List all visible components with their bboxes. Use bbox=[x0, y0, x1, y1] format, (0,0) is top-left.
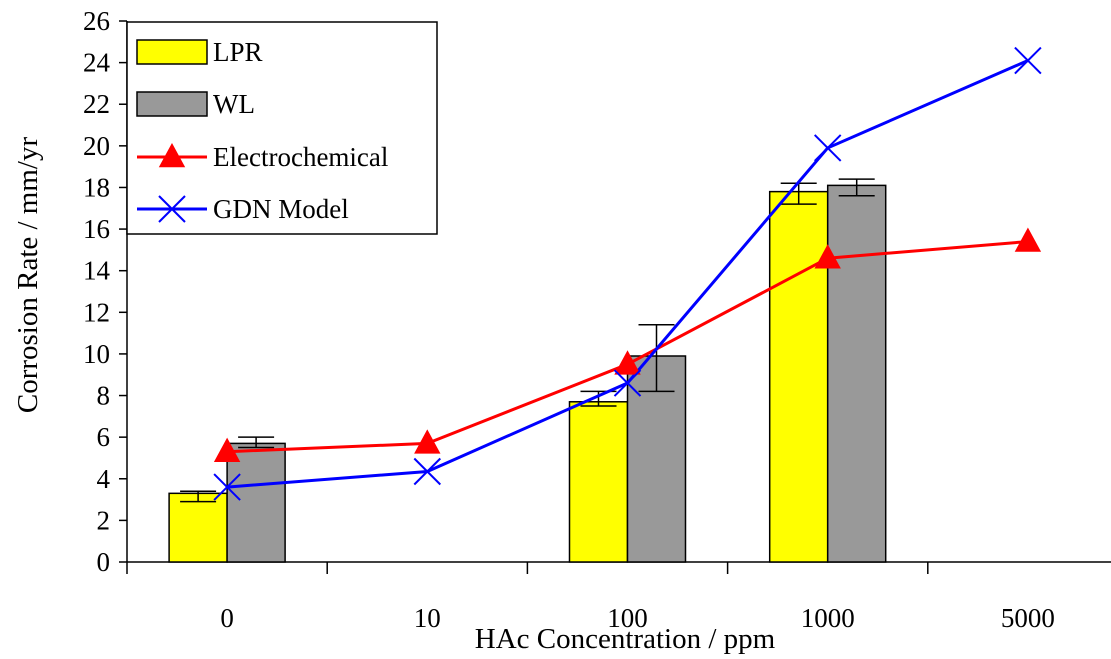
bar-wl bbox=[226, 442, 286, 563]
y-tick-label: 24 bbox=[83, 48, 111, 78]
x-tick-label: 1000 bbox=[801, 603, 855, 633]
marker-triangle bbox=[414, 429, 441, 454]
marker-triangle bbox=[614, 350, 641, 375]
markers bbox=[213, 46, 1042, 501]
legend-swatch-wl bbox=[136, 91, 208, 117]
x-tick-label: 5000 bbox=[1001, 603, 1055, 633]
marker-x-stroke bbox=[413, 457, 442, 486]
y-tick-label: 26 bbox=[83, 6, 110, 36]
marker-x-stroke bbox=[1014, 46, 1042, 75]
bar-wl bbox=[826, 184, 887, 563]
legend: LPR WL Electrochemical GDN Model bbox=[126, 21, 438, 235]
marker-x-stroke bbox=[158, 195, 186, 223]
legend-label-lpr: LPR bbox=[213, 37, 263, 67]
bars bbox=[168, 184, 887, 563]
y-tick-label: 8 bbox=[97, 381, 111, 411]
x-tick-label: 0 bbox=[220, 603, 234, 633]
marker-x bbox=[158, 195, 186, 223]
y-tick-label: 16 bbox=[83, 214, 110, 244]
marker-x bbox=[613, 369, 642, 397]
marker-triangle bbox=[158, 142, 186, 168]
error-bars bbox=[180, 178, 875, 503]
y-tick-label: 14 bbox=[83, 256, 111, 286]
x-ticks: 0 10 100 1000 5000 bbox=[126, 562, 1055, 633]
y-tick-label: 0 bbox=[97, 547, 111, 577]
marker-triangle bbox=[213, 437, 241, 462]
legend-label-electrochemical: Electrochemical bbox=[213, 142, 388, 172]
marker-triangle bbox=[814, 244, 841, 269]
y-tick-label: 18 bbox=[83, 172, 110, 202]
legend-label-gdn-model: GDN Model bbox=[213, 194, 349, 224]
legend-label-wl: WL bbox=[213, 89, 255, 119]
bar-lpr bbox=[568, 401, 629, 563]
marker-x bbox=[413, 457, 442, 486]
y-tick-label: 20 bbox=[83, 131, 110, 161]
y-tick-label: 12 bbox=[83, 297, 110, 327]
marker-x-stroke bbox=[213, 473, 241, 501]
marker-x bbox=[213, 473, 241, 501]
x-tick-label: 100 bbox=[607, 603, 648, 633]
legend-swatch-lpr bbox=[136, 39, 208, 65]
y-tick-label: 2 bbox=[97, 505, 111, 535]
y-tick-label: 6 bbox=[97, 422, 111, 452]
marker-x bbox=[1014, 46, 1042, 75]
y-tick-label: 4 bbox=[97, 464, 111, 494]
y-tick-label: 22 bbox=[83, 89, 110, 119]
y-axis-title: Corrosion Rate / mm/yr bbox=[12, 137, 44, 414]
marker-triangle bbox=[1014, 227, 1042, 252]
marker-x bbox=[813, 134, 842, 162]
x-axis-title: HAc Concentration / ppm bbox=[475, 623, 776, 655]
marker-x-stroke bbox=[813, 134, 842, 162]
marker-x-stroke bbox=[613, 369, 642, 397]
y-tick-label: 10 bbox=[83, 339, 110, 369]
bar-lpr bbox=[768, 190, 829, 563]
x-tick-label: 10 bbox=[414, 603, 441, 633]
bar-lpr bbox=[168, 492, 228, 563]
